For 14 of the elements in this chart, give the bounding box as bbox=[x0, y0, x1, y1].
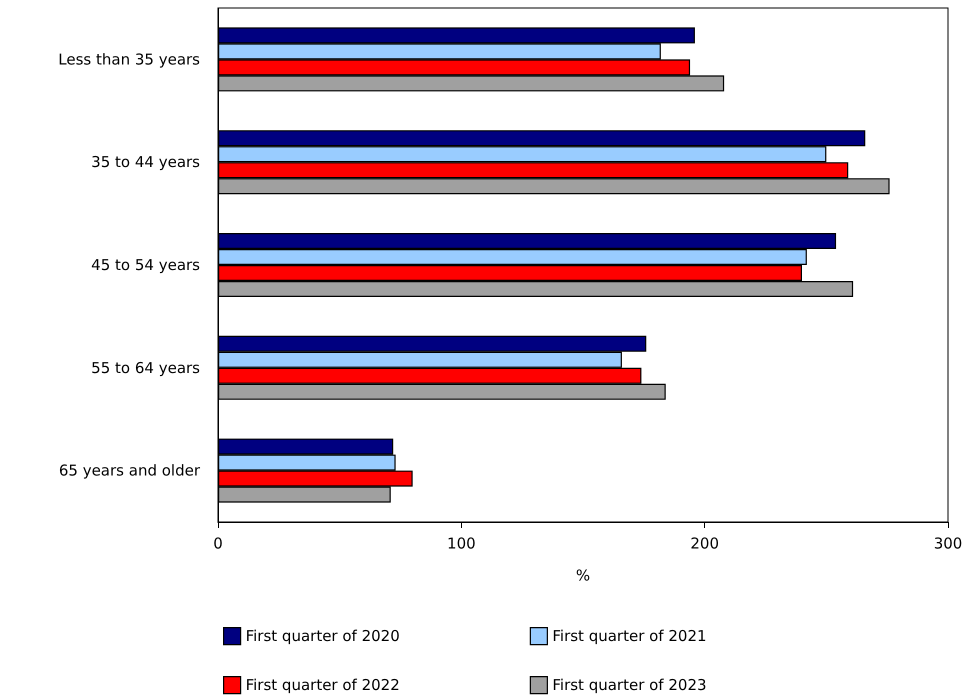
x-axis-title: % bbox=[576, 566, 590, 584]
x-tick-label: 100 bbox=[447, 534, 476, 552]
legend-label: First quarter of 2020 bbox=[246, 627, 400, 646]
y-tick-label: 45 to 54 years bbox=[91, 256, 200, 274]
y-tick-label: 65 years and older bbox=[58, 462, 201, 480]
y-tick-label: 55 to 64 years bbox=[91, 358, 200, 377]
y-tick-label: 35 to 44 years bbox=[91, 153, 200, 172]
legend-label: First quarter of 2022 bbox=[246, 676, 400, 694]
x-tick-label: 200 bbox=[690, 534, 719, 552]
x-tick-label: 0 bbox=[213, 534, 223, 552]
legend-label: First quarter of 2021 bbox=[552, 627, 707, 646]
legend-label: First quarter of 2023 bbox=[552, 676, 707, 694]
y-tick-label: Less than 35 years bbox=[58, 50, 200, 68]
x-tick-label: 300 bbox=[934, 534, 962, 552]
